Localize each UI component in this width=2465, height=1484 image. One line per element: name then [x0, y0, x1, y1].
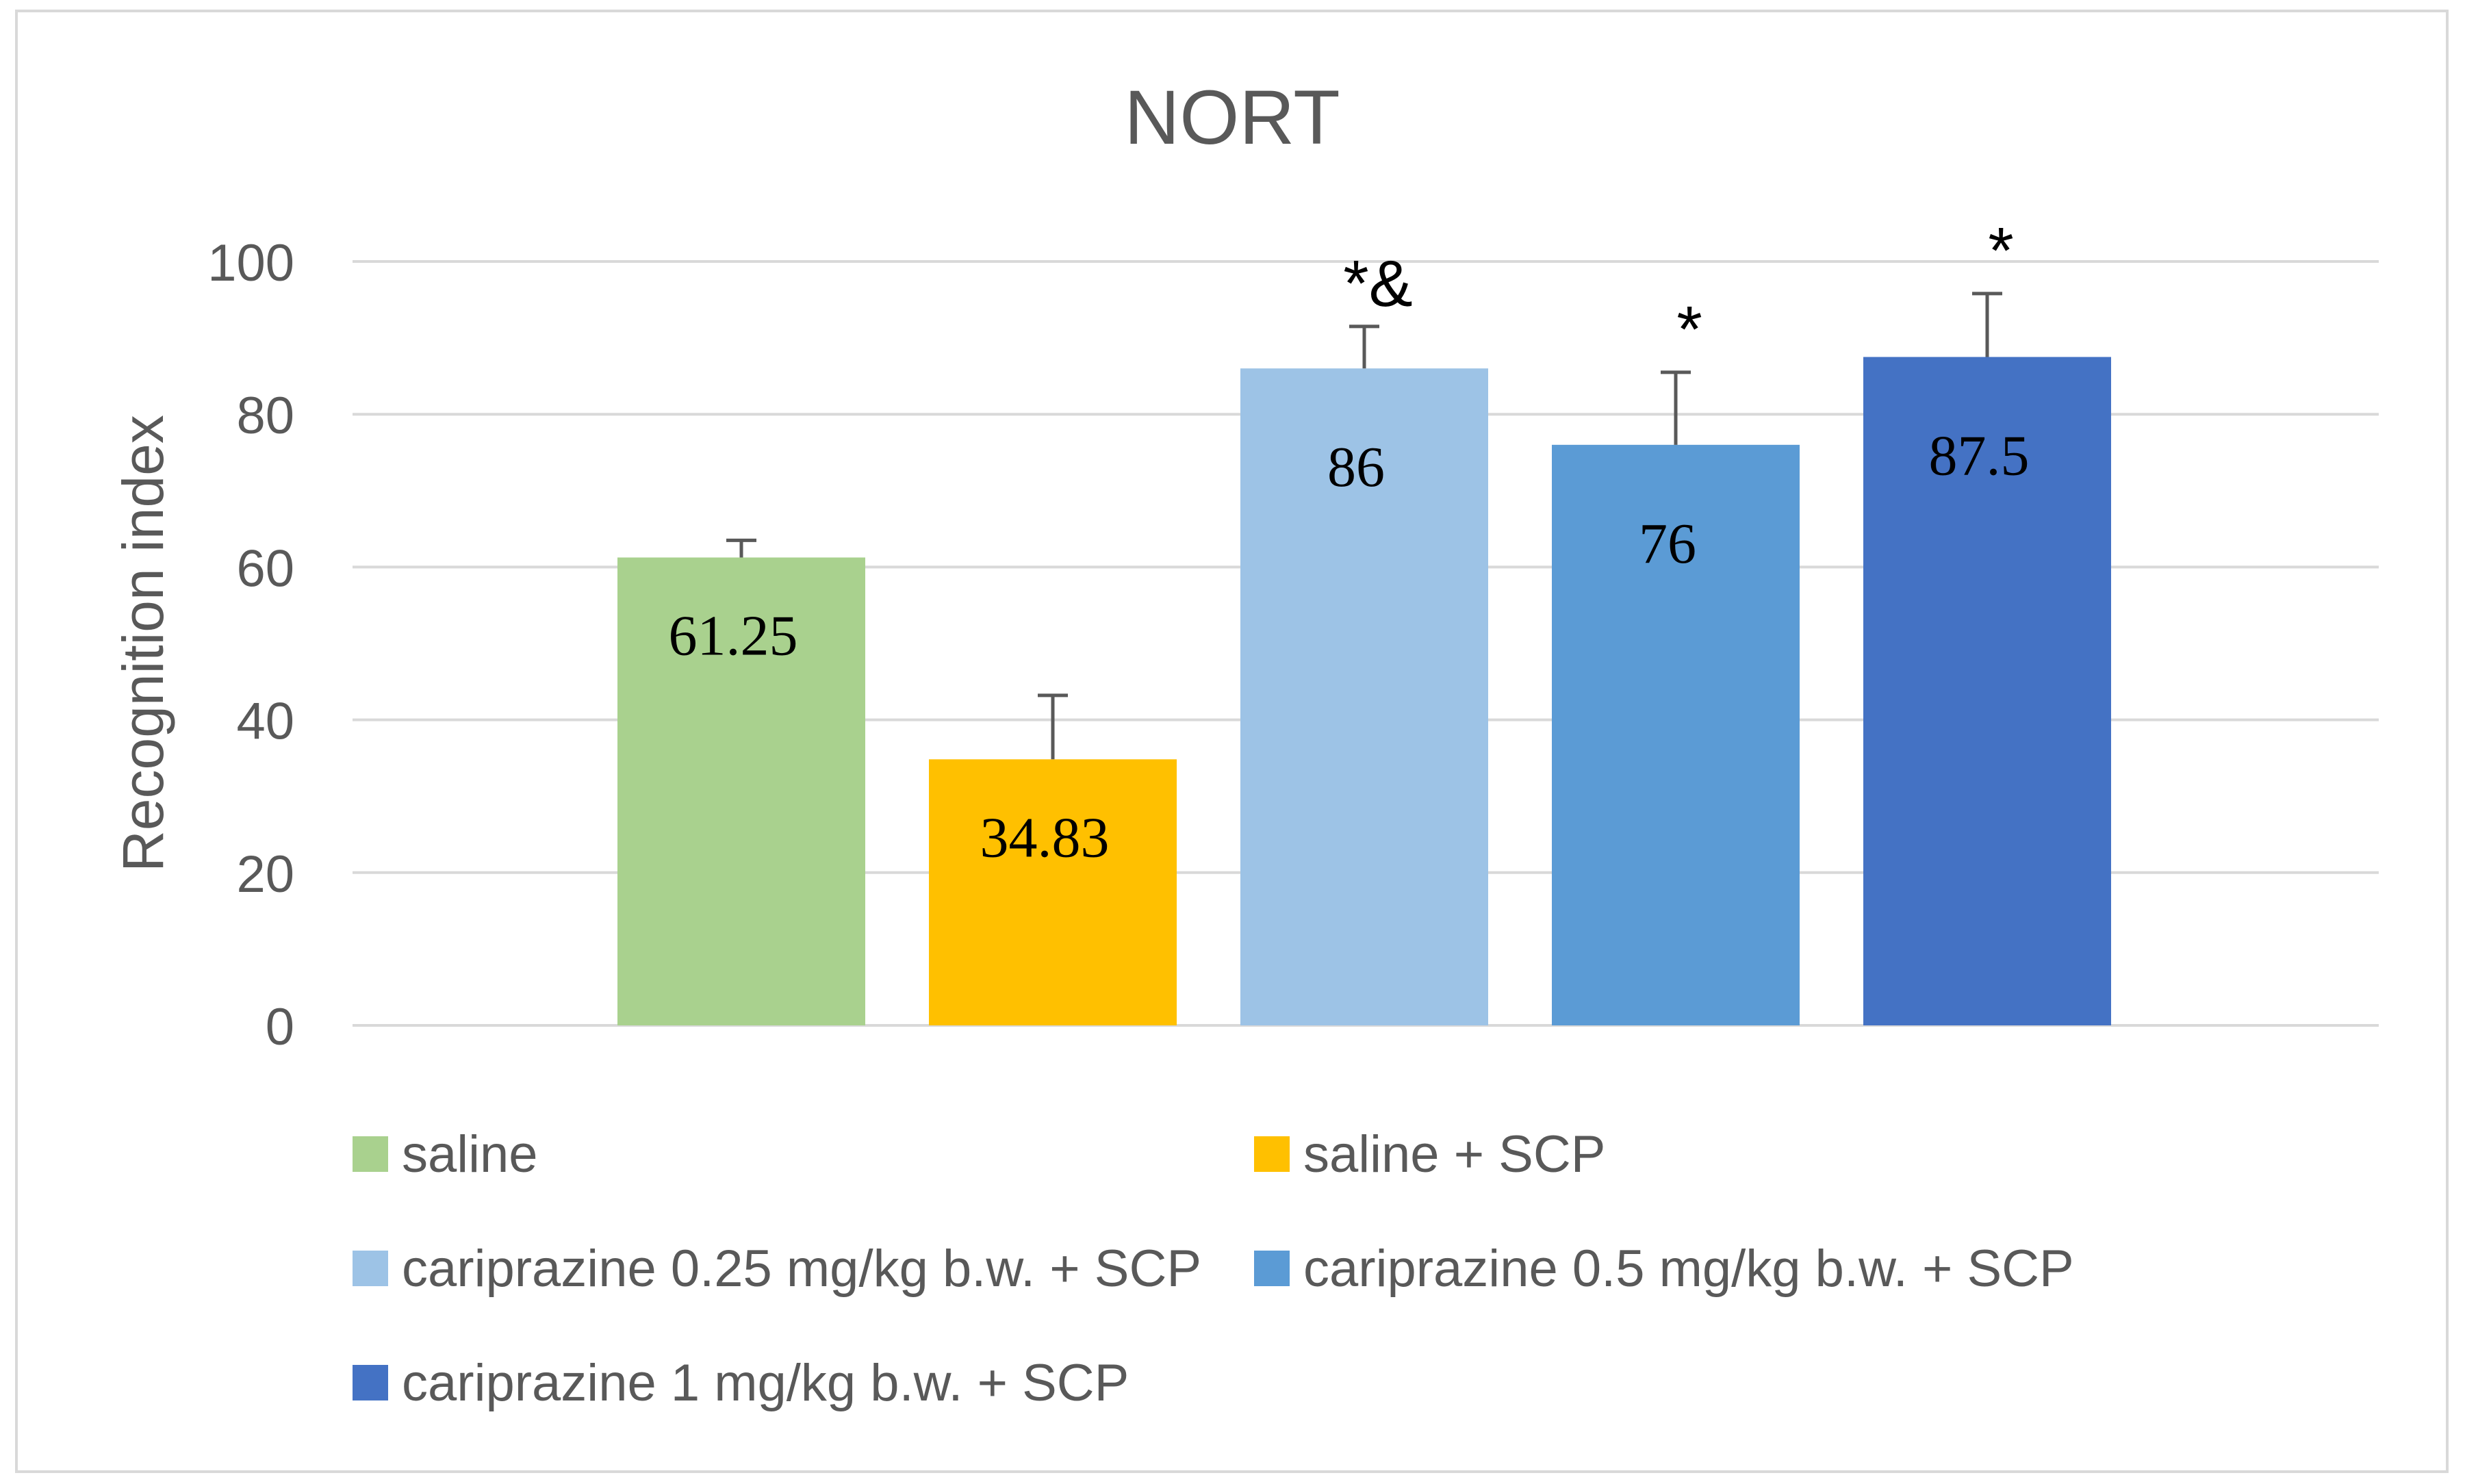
- significance-marker: *: [1676, 293, 1702, 366]
- y-tick-label: 80: [236, 387, 294, 445]
- bar-value-label: 87.5: [1929, 424, 2030, 488]
- chart-title: NORT: [1124, 75, 1340, 160]
- significance-marker: *&: [1343, 247, 1412, 320]
- legend-swatch: [1254, 1136, 1290, 1172]
- y-tick-label: 60: [236, 539, 294, 598]
- bar-value-label: 86: [1327, 435, 1385, 499]
- significance-marker: *: [1988, 214, 2013, 287]
- legend-swatch: [1254, 1251, 1290, 1286]
- legend: saline saline + SCP cariprazine 0.25 mg/kg…: [353, 1125, 2074, 1412]
- bars: 61.25 34.83 86 *& 76 * 87.5 *: [617, 214, 2111, 1025]
- legend-label: cariprazine 1 mg/kg b.w. + SCP: [402, 1354, 1129, 1412]
- bar-value-label: 34.83: [980, 806, 1110, 869]
- y-tick-label: 40: [236, 693, 294, 751]
- bar: [929, 759, 1177, 1025]
- bar: [617, 557, 865, 1025]
- y-tick-label: 100: [207, 234, 294, 292]
- bar-value-label: 61.25: [669, 604, 798, 667]
- y-tick-labels: 0 20 40 60 80 100: [207, 234, 294, 1056]
- legend-label: saline + SCP: [1303, 1125, 1605, 1184]
- bar: [1552, 444, 1800, 1025]
- legend-label: cariprazine 0.25 mg/kg b.w. + SCP: [402, 1240, 1201, 1298]
- legend-swatch: [353, 1136, 388, 1172]
- y-axis-label: Recognition index: [111, 415, 175, 872]
- bar: [1240, 368, 1488, 1025]
- legend-swatch: [353, 1251, 388, 1286]
- bar: [1863, 357, 2111, 1025]
- legend-label: cariprazine 0.5 mg/kg b.w. + SCP: [1303, 1240, 2074, 1298]
- y-tick-label: 20: [236, 845, 294, 904]
- y-tick-label: 0: [266, 998, 294, 1056]
- legend-label: saline: [402, 1125, 538, 1184]
- legend-swatch: [353, 1365, 388, 1400]
- bar-value-label: 76: [1639, 512, 1696, 576]
